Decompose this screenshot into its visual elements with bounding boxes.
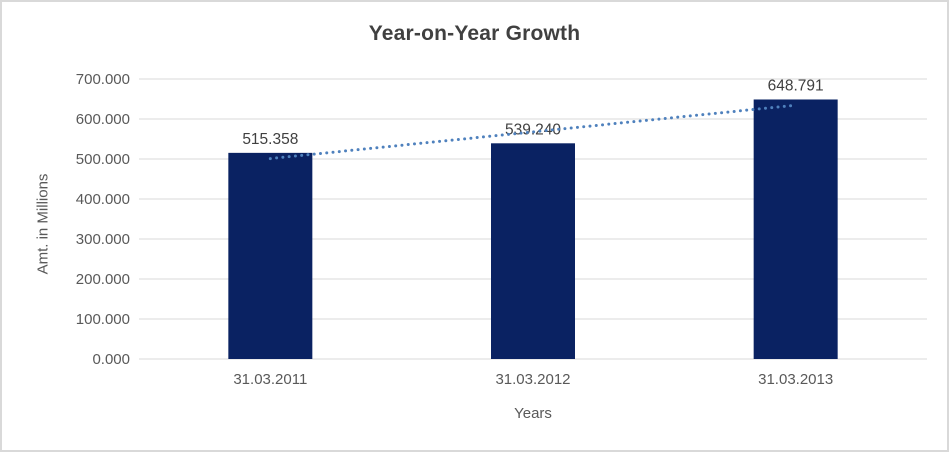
bar [491,143,575,359]
x-tick-label: 31.03.2011 [233,371,307,388]
chart-title: Year-on-Year Growth [368,22,581,45]
y-tick-label: 600.000 [76,111,130,128]
y-tick-label: 400.000 [76,191,130,208]
y-tick-label: 0.000 [92,351,130,368]
y-tick-label: 700.000 [76,71,130,88]
bar-value-label: 539.240 [505,121,561,138]
y-tick-label: 200.000 [76,271,130,288]
x-tick-label: 31.03.2013 [758,371,833,388]
bar-value-label: 515.358 [242,131,298,148]
x-tick-label: 31.03.2012 [495,371,570,388]
x-axis-title: Years [514,405,552,422]
y-axis-title: Amt. in Millions [34,173,52,275]
y-tick-label: 100.000 [76,311,130,328]
bar [753,99,838,360]
y-tick-label: 500.000 [76,151,130,168]
bar [228,152,313,359]
bar-value-label: 648.791 [768,77,824,94]
trendline [268,103,798,161]
y-tick-label: 300.000 [76,231,130,248]
